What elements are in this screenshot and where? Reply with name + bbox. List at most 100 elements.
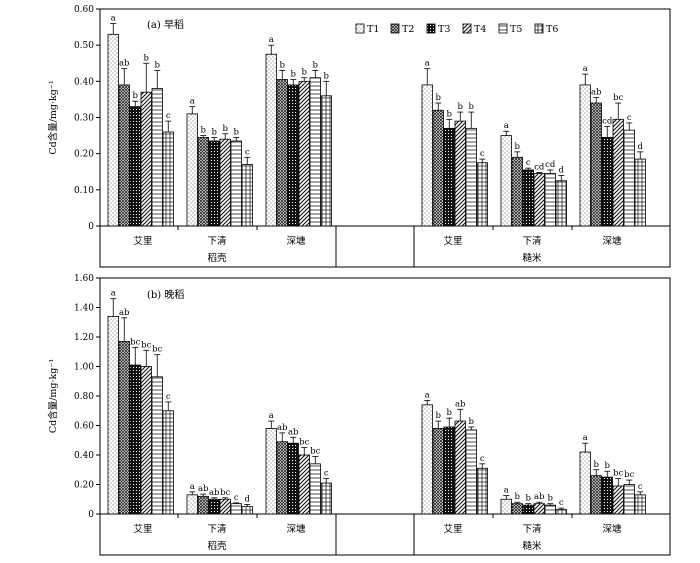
significance-letter: c bbox=[480, 149, 485, 159]
bar-深塘-T2 bbox=[590, 475, 602, 515]
bar-下清-T6 bbox=[555, 180, 567, 227]
bar-深塘-T5 bbox=[309, 463, 321, 515]
significance-letter: a bbox=[190, 97, 195, 107]
significance-letter: bc bbox=[130, 337, 140, 347]
site-label: 下清 bbox=[207, 523, 227, 535]
significance-letter: a bbox=[504, 486, 509, 496]
bar-艾里-T5 bbox=[465, 127, 477, 227]
bar-艾里-T2 bbox=[118, 84, 130, 227]
bar-艾里-T1 bbox=[421, 84, 433, 227]
significance-letter: b bbox=[469, 102, 475, 112]
plot-frame bbox=[99, 277, 671, 556]
significance-letter: c bbox=[559, 498, 564, 508]
significance-letter: d bbox=[559, 165, 565, 175]
bar-下清-T6 bbox=[555, 509, 567, 515]
significance-letter: bc bbox=[310, 446, 320, 456]
bar-下清-T4 bbox=[219, 138, 231, 227]
significance-letter: ab bbox=[277, 423, 288, 433]
bar-下清-T1 bbox=[186, 494, 198, 515]
bar-下清-T2 bbox=[197, 136, 209, 227]
bar-艾里-T4 bbox=[140, 91, 152, 227]
bar-深塘-T1 bbox=[265, 53, 277, 227]
y-tick-label: 0.40 bbox=[74, 77, 94, 87]
significance-letter: c bbox=[166, 111, 171, 121]
site-label: 深塘 bbox=[286, 235, 306, 247]
bar-下清-T3 bbox=[208, 498, 220, 515]
bar-深塘-T6 bbox=[634, 494, 646, 515]
significance-letter: bc bbox=[299, 438, 309, 448]
bar-下清-T4 bbox=[219, 498, 231, 515]
bar-深塘-T3 bbox=[601, 476, 613, 515]
y-tick-label: 0 bbox=[88, 510, 94, 520]
site-label: 艾里 bbox=[443, 524, 462, 535]
bar-艾里-T6 bbox=[476, 162, 488, 227]
significance-letter: c bbox=[324, 469, 329, 479]
bar-艾里-T1 bbox=[107, 33, 119, 227]
significance-letter: a bbox=[583, 433, 588, 443]
bar-艾里-T4 bbox=[454, 420, 466, 515]
significance-letter: ab bbox=[119, 308, 130, 318]
y-tick-label: 0.10 bbox=[74, 186, 94, 196]
bar-下清-T4 bbox=[533, 503, 545, 515]
significance-letter: b bbox=[515, 142, 521, 152]
site-label: 下清 bbox=[522, 235, 542, 247]
bar-深塘-T1 bbox=[579, 451, 591, 515]
bar-艾里-T2 bbox=[432, 428, 444, 515]
significance-letter: b bbox=[280, 60, 286, 70]
bar-深塘-T5 bbox=[623, 129, 635, 227]
significance-letter: cd bbox=[534, 162, 545, 172]
significance-letter: b bbox=[447, 109, 453, 119]
significance-letter: b bbox=[458, 102, 464, 112]
significance-letter: b bbox=[515, 492, 521, 502]
significance-letter: a bbox=[583, 64, 588, 74]
bar-艾里-T2 bbox=[432, 109, 444, 227]
bar-深塘-T3 bbox=[287, 84, 299, 227]
legend-swatch-T6 bbox=[534, 23, 544, 34]
significance-letter: cd bbox=[602, 117, 613, 127]
significance-letter: b bbox=[605, 461, 611, 471]
y-tick-label: 0.50 bbox=[74, 41, 94, 51]
bar-深塘-T4 bbox=[298, 454, 310, 515]
bar-深塘-T2 bbox=[276, 79, 288, 227]
significance-letter: bc bbox=[613, 469, 623, 479]
bar-深塘-T4 bbox=[298, 80, 310, 227]
bar-下清-T3 bbox=[208, 140, 220, 227]
significance-letter: bc bbox=[141, 340, 151, 350]
y-tick-label: 0.20 bbox=[74, 150, 94, 160]
bar-艾里-T3 bbox=[129, 364, 141, 515]
bar-艾里-T5 bbox=[465, 429, 477, 515]
bar-下清-T4 bbox=[533, 173, 545, 227]
y-tick-label: 0.80 bbox=[74, 392, 94, 402]
bar-下清-T3 bbox=[522, 504, 534, 515]
significance-letter: b bbox=[212, 127, 218, 137]
site-label: 深塘 bbox=[286, 523, 306, 535]
legend-label: T3 bbox=[438, 24, 450, 35]
section-label: 稻壳 bbox=[207, 252, 227, 264]
bar-下清-T6 bbox=[241, 164, 253, 227]
significance-letter: ab bbox=[209, 488, 220, 498]
bar-深塘-T1 bbox=[265, 428, 277, 515]
legend-swatch-T1 bbox=[355, 23, 365, 34]
legend-label: T5 bbox=[510, 24, 522, 35]
significance-letter: b bbox=[223, 124, 229, 134]
significance-letter: bc bbox=[624, 470, 634, 480]
significance-letter: a bbox=[190, 482, 195, 492]
bar-深塘-T1 bbox=[579, 84, 591, 227]
significance-letter: c bbox=[166, 392, 171, 402]
site-label: 深塘 bbox=[602, 235, 622, 247]
significance-letter: d bbox=[245, 494, 251, 504]
significance-letter: b bbox=[548, 494, 554, 504]
y-tick-label: 1.00 bbox=[74, 363, 94, 373]
bar-下清-T5 bbox=[230, 140, 242, 227]
bar-艾里-T3 bbox=[443, 426, 455, 515]
significance-letter: a bbox=[425, 59, 430, 69]
significance-letter: cd bbox=[545, 160, 556, 170]
y-tick-label: 0.30 bbox=[74, 114, 94, 124]
site-label: 艾里 bbox=[133, 236, 152, 247]
section-label: 糙米 bbox=[522, 540, 542, 552]
significance-letter: c bbox=[638, 482, 643, 492]
bar-下清-T1 bbox=[500, 135, 512, 227]
significance-letter: b bbox=[436, 93, 442, 103]
site-label: 深塘 bbox=[602, 523, 622, 535]
